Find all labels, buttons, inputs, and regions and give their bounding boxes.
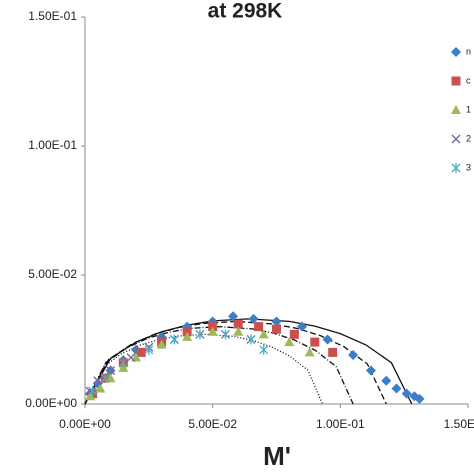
data-point <box>259 344 269 355</box>
data-point <box>254 322 264 332</box>
legend-label: n <box>466 46 471 56</box>
data-point <box>258 329 269 339</box>
y-tick-label: 0.00E+00 <box>25 396 77 410</box>
data-point <box>391 383 402 394</box>
data-point <box>207 326 218 336</box>
data-point <box>304 347 315 357</box>
data-point <box>100 373 110 384</box>
data-point <box>414 393 425 404</box>
legend-label: 2 <box>466 133 471 143</box>
data-point <box>248 313 259 324</box>
data-point <box>95 383 106 393</box>
y-tick-label: 5.00E-02 <box>28 267 77 281</box>
legend-marker <box>451 76 461 86</box>
data-point <box>228 311 239 322</box>
data-point <box>401 388 412 399</box>
data-point <box>271 316 282 327</box>
data-point <box>284 337 295 347</box>
data-point <box>272 324 281 334</box>
legend-label: 3 <box>466 162 471 172</box>
data-point <box>365 365 376 376</box>
data-point <box>156 339 167 349</box>
x-tick-label: 1.50E-01 <box>444 417 474 431</box>
data-point <box>144 344 154 355</box>
legend-label: c <box>466 75 471 85</box>
legend-label: 1 <box>466 104 471 114</box>
data-point <box>85 391 96 401</box>
data-point <box>310 337 320 347</box>
data-point <box>328 347 338 357</box>
data-point <box>322 334 333 345</box>
legend-marker <box>451 163 461 173</box>
data-point <box>289 329 299 339</box>
x-tick-label: 1.00E-01 <box>316 417 365 431</box>
data-point <box>195 329 205 340</box>
data-point <box>233 326 244 336</box>
y-tick-label: 1.00E-01 <box>28 138 77 152</box>
chart-title: at 298K <box>208 0 283 23</box>
data-point <box>220 329 230 340</box>
data-point <box>169 334 179 345</box>
data-point <box>93 376 103 386</box>
data-point <box>208 322 218 332</box>
data-point <box>88 386 98 397</box>
x-tick-label: 5.00E-02 <box>188 417 237 431</box>
legend-marker <box>451 105 461 114</box>
legend-marker <box>451 47 461 57</box>
data-point <box>297 321 308 332</box>
y-tick-label: 1.50E-01 <box>28 9 77 23</box>
data-point <box>381 375 392 386</box>
legend-marker <box>451 134 461 144</box>
data-point <box>126 353 136 363</box>
data-point <box>182 331 193 341</box>
x-axis-label: M' <box>263 441 291 471</box>
data-point <box>118 357 128 368</box>
data-point <box>348 349 359 360</box>
data-point <box>233 319 243 329</box>
data-point <box>136 347 146 357</box>
fit-curve <box>84 325 354 405</box>
data-point <box>246 334 256 345</box>
data-point <box>182 327 192 337</box>
x-tick-label: 0.00E+00 <box>59 417 111 431</box>
data-point <box>106 365 116 375</box>
